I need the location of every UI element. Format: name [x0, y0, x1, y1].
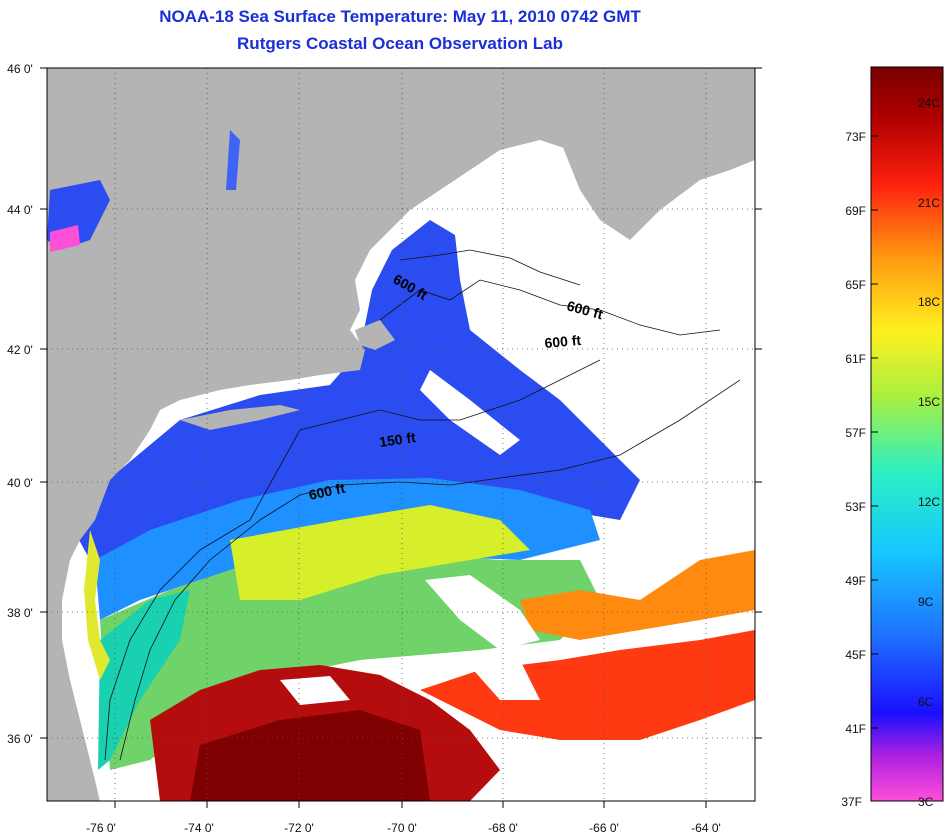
colorbar-f-label: 37F — [841, 795, 862, 809]
colorbar-c-label: 6C — [918, 695, 934, 709]
colorbar-c-label: 3C — [918, 795, 934, 809]
lon-label: -64 0' — [691, 821, 721, 835]
lat-label: 44 0' — [7, 203, 33, 217]
colorbar-c-label: 12C — [918, 495, 940, 509]
colorbar: 73F 69F 65F 61F 57F 53F 49F 45F 41F 37F … — [841, 67, 943, 809]
depth-label: 600 ft — [544, 332, 582, 351]
colorbar-f-label: 49F — [845, 574, 866, 588]
lon-label: -74 0' — [184, 821, 214, 835]
colorbar-f-label: 41F — [845, 722, 866, 736]
colorbar-c-label: 18C — [918, 295, 940, 309]
lon-label: -76 0' — [86, 821, 116, 835]
lat-label: 38 0' — [7, 606, 33, 620]
lat-label: 42 0' — [7, 343, 33, 357]
lat-label: 40 0' — [7, 476, 33, 490]
colorbar-f-label: 73F — [845, 130, 866, 144]
lon-label: -68 0' — [488, 821, 518, 835]
colorbar-f-label: 57F — [845, 426, 866, 440]
lon-label: -70 0' — [387, 821, 417, 835]
colorbar-f-label: 69F — [845, 204, 866, 218]
colorbar-c-label: 24C — [918, 96, 940, 110]
colorbar-f-label: 65F — [845, 278, 866, 292]
colorbar-c-label: 21C — [918, 196, 940, 210]
lat-label: 36 0' — [7, 732, 33, 746]
colorbar-f-label: 53F — [845, 500, 866, 514]
lon-label: -72 0' — [284, 821, 314, 835]
colorbar-ramp — [871, 67, 943, 801]
colorbar-f-label: 61F — [845, 352, 866, 366]
sst-map: 46 0' 44 0' 42 0' 40 0' 38 0' 36 0' -76 … — [0, 0, 944, 840]
colorbar-f-label: 45F — [845, 648, 866, 662]
lat-label: 46 0' — [7, 62, 33, 76]
colorbar-c-label: 9C — [918, 595, 934, 609]
colorbar-c-label: 15C — [918, 395, 940, 409]
lon-label: -66 0' — [589, 821, 619, 835]
